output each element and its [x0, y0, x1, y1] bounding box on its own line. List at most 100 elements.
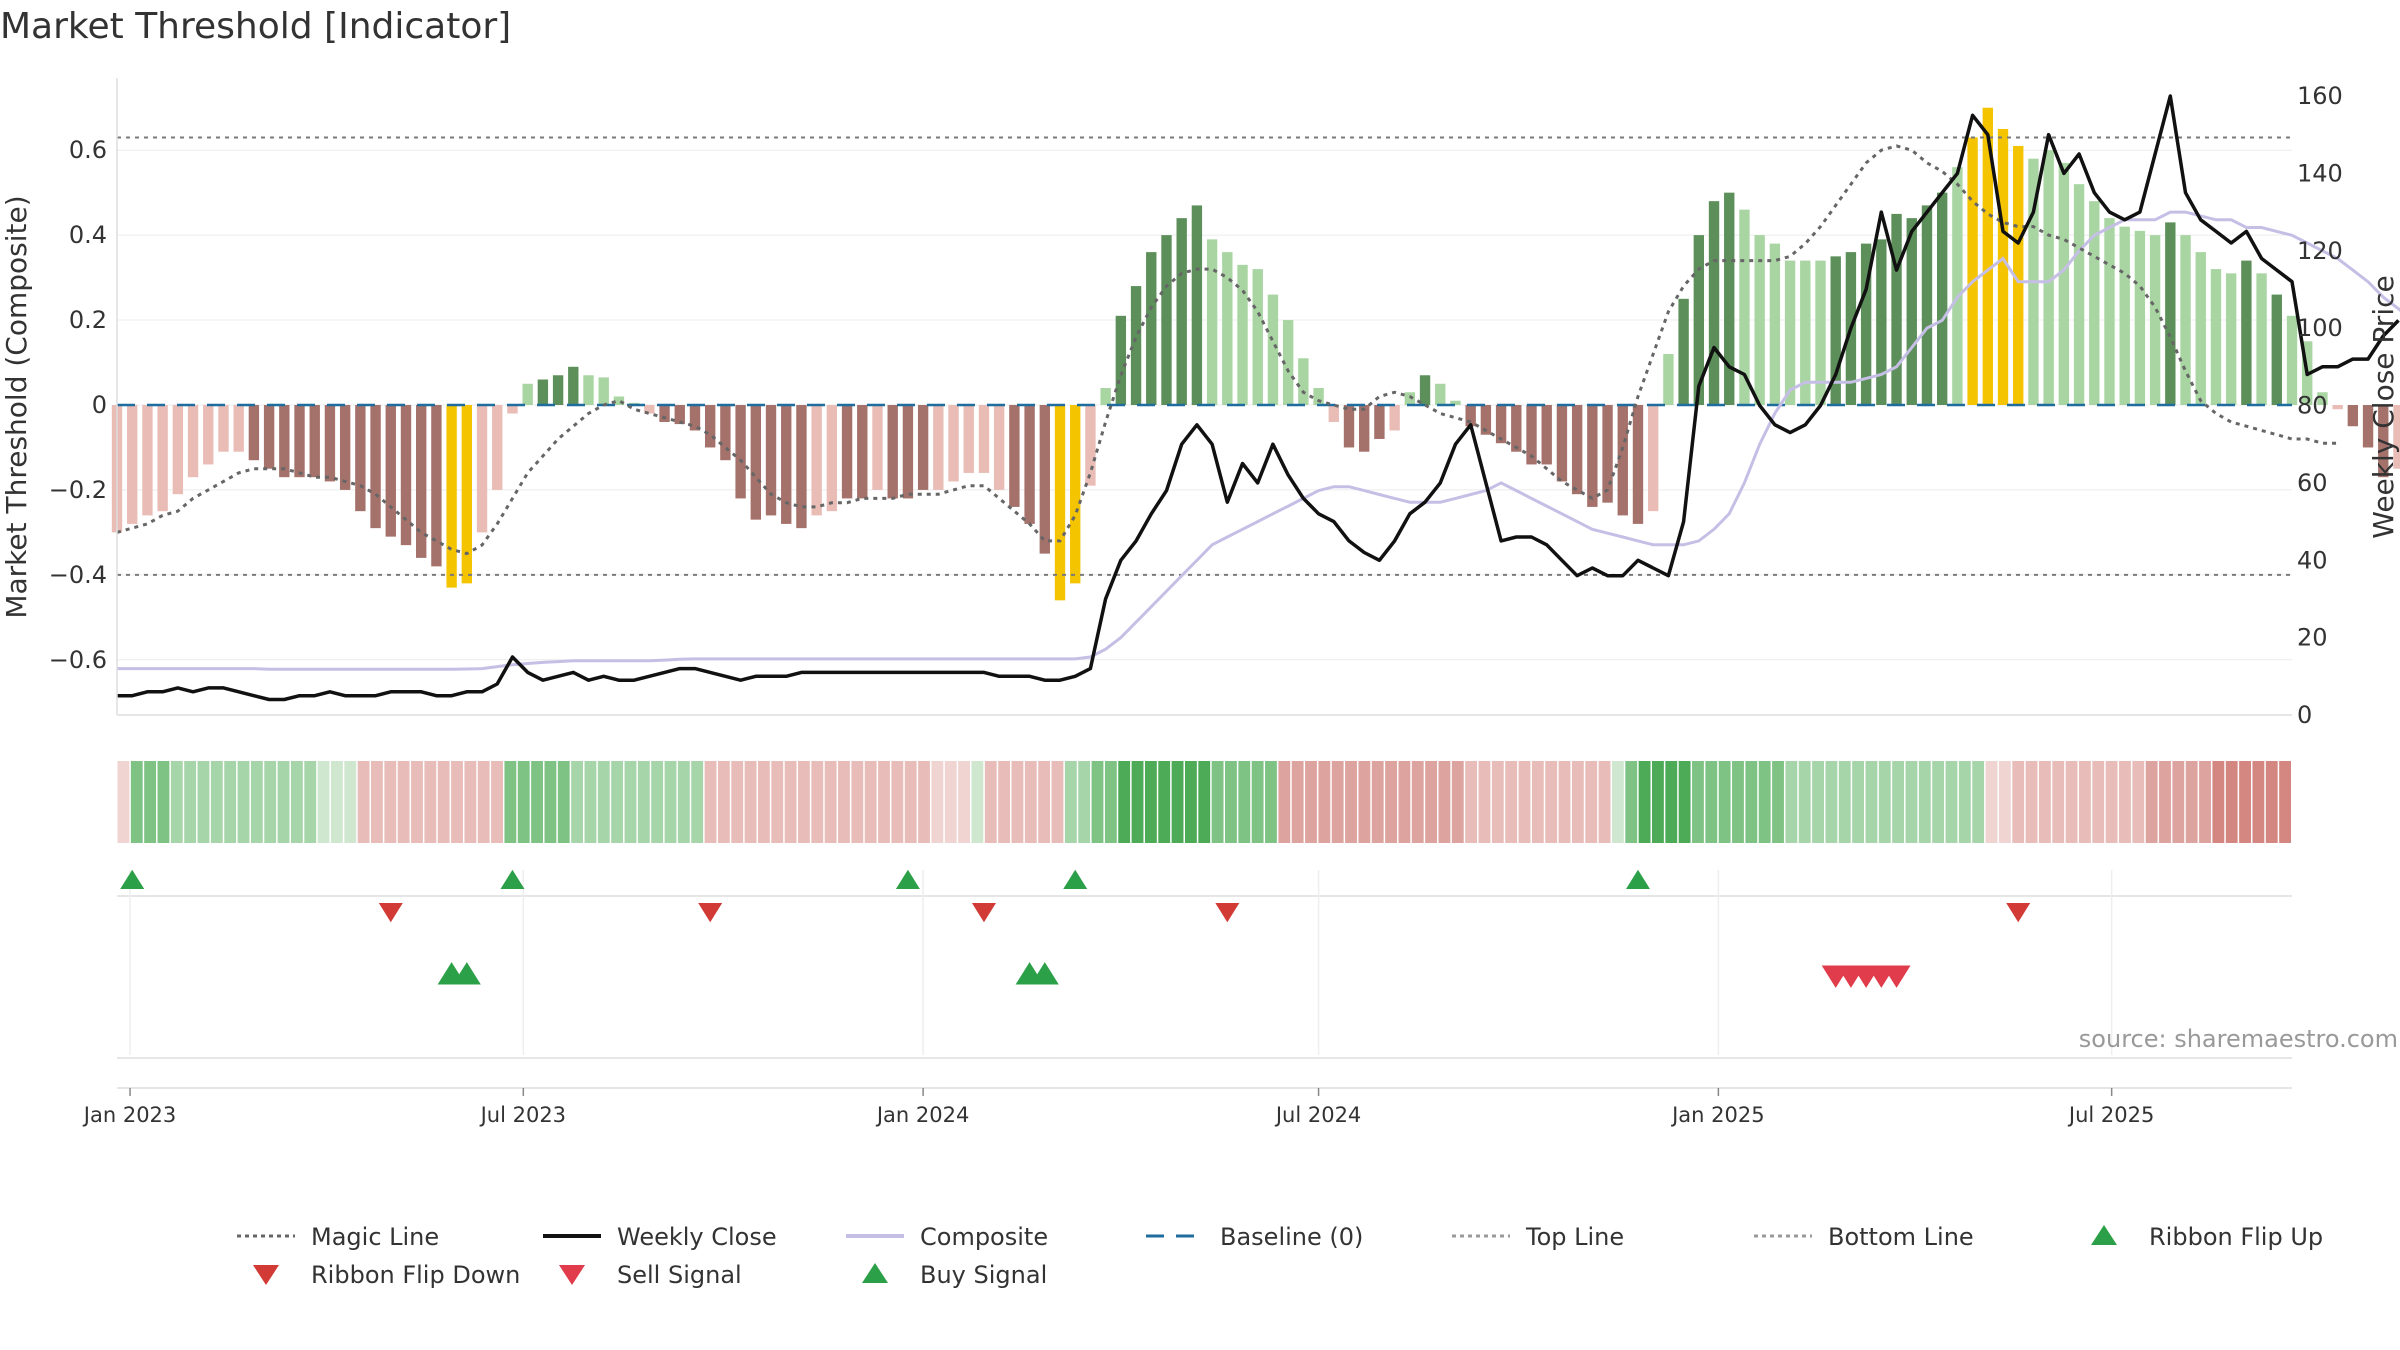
composite-bar — [1100, 388, 1111, 405]
chart-title: Market Threshold [Indicator] — [0, 6, 511, 47]
composite-bar — [1343, 404, 1355, 448]
composite-bar — [978, 404, 990, 473]
ribbon-cell — [1024, 761, 1037, 843]
legend-label: Composite — [920, 1223, 1048, 1251]
composite-bar — [902, 404, 914, 499]
y-tick-label: 0.4 — [69, 221, 107, 249]
composite-bar — [339, 404, 351, 490]
ribbon-cell — [1998, 761, 2011, 843]
ribbon-cell — [2199, 761, 2211, 843]
composite-bar — [1328, 404, 1339, 422]
ribbon-cell — [1838, 761, 1851, 843]
ribbon-cell — [584, 761, 597, 843]
composite-bar — [2013, 145, 2024, 405]
ribbon-cell — [2105, 761, 2118, 843]
ribbon-cell — [1745, 761, 1758, 843]
composite-bar — [735, 404, 746, 499]
ribbon-cell — [958, 761, 970, 843]
composite-bar — [2058, 162, 2070, 405]
ribbon-cell — [838, 761, 850, 843]
composite-bar — [431, 404, 442, 567]
composite-bar — [2104, 218, 2115, 405]
ribbon-cell — [1812, 761, 1824, 843]
ribbon-cell — [1491, 761, 1504, 843]
ribbon-cell — [504, 761, 517, 843]
ribbon-cell — [1772, 761, 1784, 843]
legend-label: Baseline (0) — [1220, 1223, 1363, 1251]
ribbon-cell — [2079, 761, 2091, 843]
ribbon-cell — [304, 761, 317, 843]
legend-label: Sell Signal — [617, 1261, 742, 1289]
ribbon-cell — [731, 761, 744, 843]
composite-bar — [1860, 243, 1872, 405]
composite-bar — [1298, 358, 1309, 405]
ribbon-cell — [1705, 761, 1718, 843]
y2-tick-label: 0 — [2297, 701, 2312, 729]
date-tick-label: Jan 2025 — [1670, 1103, 1765, 1127]
composite-bar — [1511, 404, 1522, 452]
composite-bars — [111, 107, 2400, 601]
ribbon-cell — [2172, 761, 2185, 843]
ribbon-cell — [744, 761, 757, 843]
ribbon-cell — [771, 761, 784, 843]
signal-markers — [117, 869, 2292, 1089]
composite-bar — [857, 404, 868, 499]
ribbon-cell — [2159, 761, 2171, 843]
composite-bar — [233, 404, 244, 452]
ribbon-strip — [117, 761, 2291, 843]
ribbon-cell — [904, 761, 917, 843]
ribbon-cell — [1571, 761, 1584, 843]
ribbon-cell — [811, 761, 824, 843]
ribbon-flip-down-marker — [698, 903, 723, 923]
sell-signal-marker — [1882, 965, 1911, 988]
ribbon-cell — [371, 761, 383, 843]
composite-bar — [1252, 269, 1263, 405]
ribbon-cell — [1211, 761, 1224, 843]
ribbon-cell — [1465, 761, 1478, 843]
composite-bar — [2180, 235, 2191, 405]
ribbon-cell — [704, 761, 717, 843]
ribbon-cell — [1652, 761, 1664, 843]
ribbon-cell — [1251, 761, 1264, 843]
ribbon-cell — [664, 761, 677, 843]
composite-bar — [704, 404, 716, 448]
ribbon-cell — [170, 761, 183, 843]
y2-axis-label: Weekly Close Price — [2367, 275, 2400, 538]
ribbon-cell — [1011, 761, 1024, 843]
y2-tick-label: 120 — [2297, 237, 2343, 265]
composite-bar — [2271, 294, 2282, 405]
composite-bar — [446, 404, 457, 588]
composite-bar — [552, 375, 564, 405]
composite-bar — [2119, 226, 2130, 405]
composite-bar — [872, 404, 883, 490]
ribbon-cell — [784, 761, 797, 843]
ribbon-cell — [1531, 761, 1544, 843]
composite-bar — [263, 404, 275, 469]
date-tick-label: Jan 2024 — [875, 1103, 970, 1127]
ribbon-cell — [184, 761, 197, 843]
composite-bar — [2149, 235, 2161, 405]
ribbon-cell — [798, 761, 810, 843]
ribbon-cell — [2065, 761, 2078, 843]
composite-bar — [476, 404, 488, 533]
ribbon-cell — [1398, 761, 1411, 843]
ribbon-cell — [2185, 761, 2198, 843]
composite-bar — [689, 404, 701, 431]
ribbon-cell — [931, 761, 944, 843]
composite-bar — [2332, 404, 2343, 410]
composite-bar — [1146, 252, 1157, 405]
composite-bar — [811, 404, 822, 516]
composite-bar — [2195, 252, 2206, 405]
source-label: source: sharemaestro.com — [2079, 1025, 2398, 1053]
composite-bar — [1070, 404, 1081, 584]
legend-item: Ribbon Flip Up — [2091, 1223, 2323, 1251]
ribbon-cell — [224, 761, 237, 843]
ribbon-cell — [677, 761, 690, 843]
composite-bar — [203, 404, 214, 465]
ribbon-cell — [1225, 761, 1237, 843]
ribbon-cell — [1611, 761, 1624, 843]
y2-tick-label: 40 — [2297, 546, 2328, 574]
y2-tick-label: 100 — [2297, 314, 2343, 342]
composite-bar — [400, 404, 412, 546]
composite-bar — [1754, 235, 1765, 405]
